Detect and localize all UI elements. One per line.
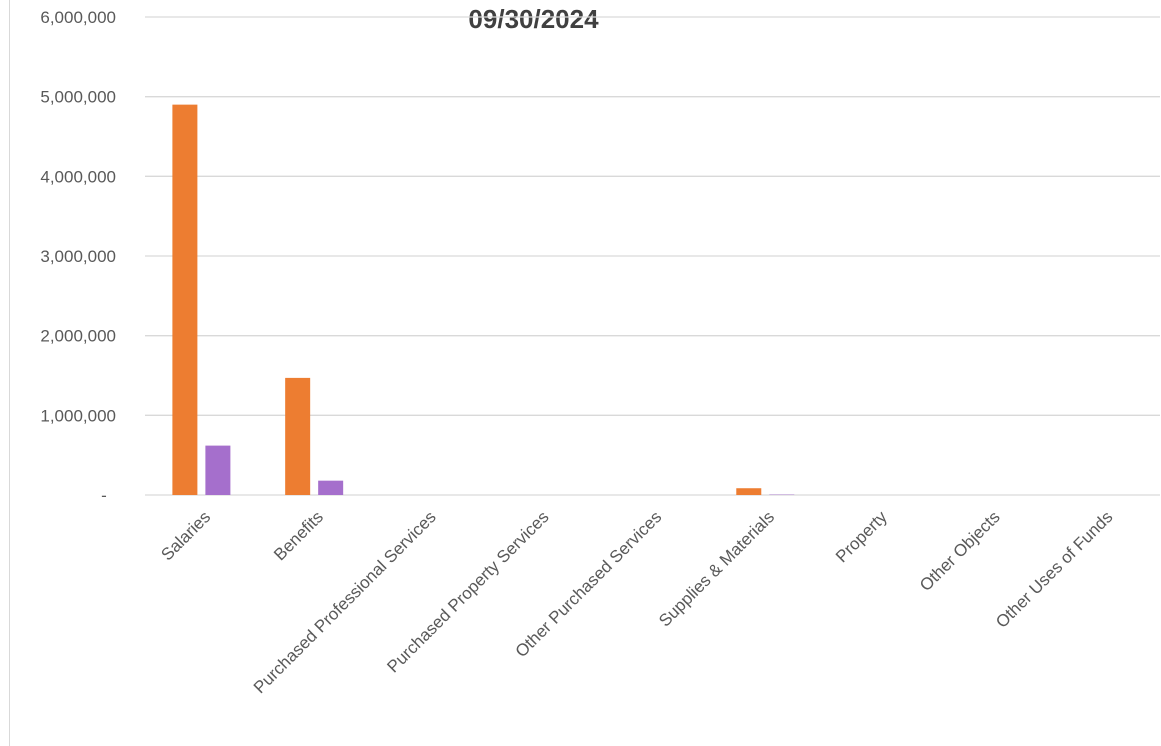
- chart-title-text: 09/30/2024: [468, 4, 599, 34]
- bars: [172, 104, 795, 495]
- gridlines: [145, 16, 1160, 496]
- x-tick-label: Other Objects: [916, 507, 1004, 595]
- bar-series-1: [285, 377, 311, 495]
- chart-left-border: [9, 0, 10, 746]
- chart-title: 09/30/2024: [0, 4, 1161, 35]
- x-tick-label: Property: [832, 507, 891, 566]
- x-tick-label: Other Uses of Funds: [992, 507, 1116, 631]
- y-axis-ticks: - 1,000,000 2,000,000 3,000,000 4,000,000 5,0…: [40, 8, 116, 505]
- bar-series-2: [318, 480, 344, 495]
- x-tick-label: Salaries: [157, 507, 214, 564]
- y-tick-label: 5,000,000: [40, 88, 116, 107]
- bar-series-2: [205, 445, 231, 495]
- x-tick-label: Benefits: [270, 507, 327, 564]
- y-tick-label: 4,000,000: [40, 167, 116, 186]
- x-tick-label: Purchased Professional Services: [250, 507, 440, 697]
- bar-series-1: [736, 488, 762, 495]
- y-tick-label: 2,000,000: [40, 327, 116, 346]
- y-tick-label: 3,000,000: [40, 247, 116, 266]
- bar-series-1: [172, 104, 198, 495]
- y-tick-label: 1,000,000: [40, 406, 116, 425]
- y-tick-label: 6,000,000: [40, 8, 116, 27]
- x-tick-label: Supplies & Materials: [655, 507, 778, 630]
- y-tick-label: -: [101, 486, 107, 505]
